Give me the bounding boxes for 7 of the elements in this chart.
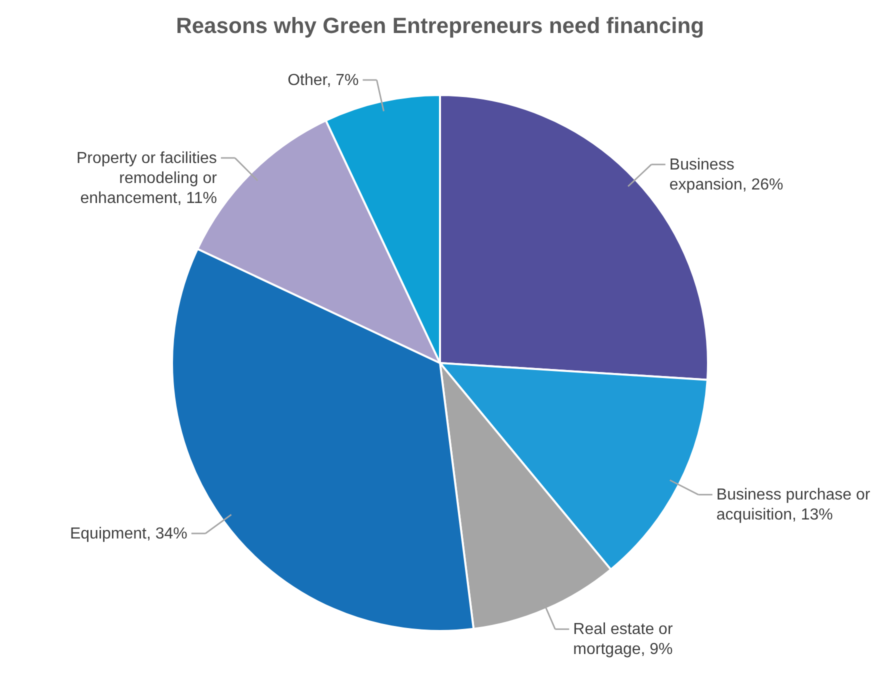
slice-label: Business purchase or acquisition, 13% <box>716 486 871 524</box>
slice-label: Equipment, 34% <box>70 525 188 542</box>
slice-label: Real estate or mortgage, 9% <box>573 621 674 658</box>
chart-title: Reasons why Green Entrepreneurs need financing <box>176 13 704 38</box>
slice-label: Business expansion, 26% <box>669 156 784 194</box>
slice-label: Property or facilities remodeling or enhancement, 11% <box>76 150 218 207</box>
slice-label: Other, 7% <box>288 72 359 89</box>
